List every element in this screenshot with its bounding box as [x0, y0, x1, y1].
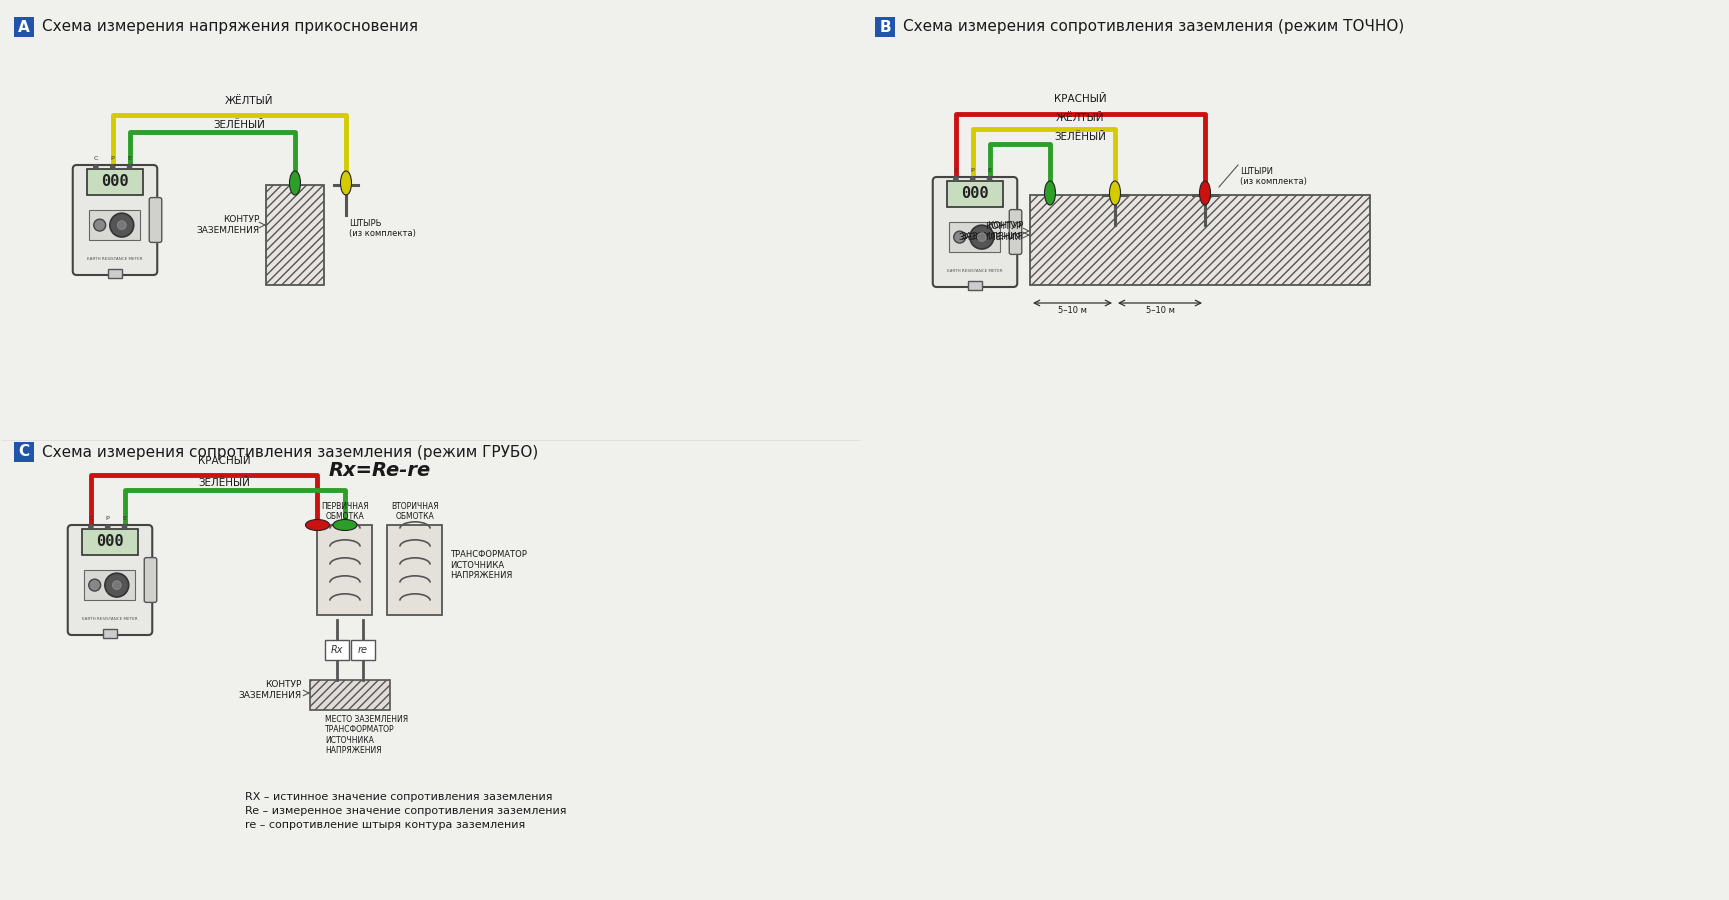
Bar [325, 640, 349, 660]
Ellipse shape [306, 519, 330, 530]
Text: E: E [123, 516, 126, 521]
Text: ЖЁЛТЫЙ: ЖЁЛТЫЙ [1056, 113, 1105, 123]
Text: EARTH RESISTANCE METER: EARTH RESISTANCE METER [86, 256, 144, 261]
FancyBboxPatch shape [149, 198, 163, 242]
Text: 5–10 м: 5–10 м [1146, 306, 1174, 315]
Text: 000: 000 [100, 175, 130, 189]
Text: ШТЫРЬ
(из комплекта): ШТЫРЬ (из комплекта) [349, 219, 417, 238]
Text: P: P [105, 516, 109, 521]
Text: Rx: Rx [330, 645, 344, 655]
Circle shape [105, 525, 111, 529]
Ellipse shape [1110, 181, 1120, 205]
Circle shape [954, 231, 967, 243]
Circle shape [970, 225, 994, 249]
Bar [109, 269, 121, 278]
Bar [318, 525, 372, 615]
Circle shape [112, 580, 121, 590]
Text: P: P [111, 156, 114, 161]
Text: ВТОРИЧНАЯ
ОБМОТКА: ВТОРИЧНАЯ ОБМОТКА [391, 501, 439, 521]
Text: C: C [88, 516, 93, 521]
Circle shape [88, 580, 100, 591]
Text: re – сопротивление штыря контура заземления: re – сопротивление штыря контура заземле… [246, 820, 526, 830]
Bar [949, 221, 1001, 252]
Text: Rx=Re-re: Rx=Re-re [329, 461, 431, 480]
FancyBboxPatch shape [932, 177, 1017, 287]
Text: КОНТУР
ЗАЗЕМЛЕНИЯ: КОНТУР ЗАЗЕМЛЕНИЯ [239, 680, 303, 699]
Text: ЗЕЛЁНЫЙ: ЗЕЛЁНЫЙ [213, 120, 265, 130]
Bar [1030, 195, 1369, 285]
Text: A: A [17, 20, 29, 34]
Text: МЕСТО ЗАЗЕМЛЕНИЯ
ТРАНСФОРМАТОР
ИСТОЧНИКА
НАПРЯЖЕНИЯ: МЕСТО ЗАЗЕМЛЕНИЯ ТРАНСФОРМАТОР ИСТОЧНИКА… [325, 715, 408, 755]
Text: E: E [987, 168, 992, 173]
FancyBboxPatch shape [73, 165, 157, 275]
Text: ЖЁЛТЫЙ: ЖЁЛТЫЙ [225, 96, 273, 106]
FancyBboxPatch shape [144, 558, 157, 602]
Bar [309, 680, 391, 710]
Text: C: C [19, 445, 29, 460]
Text: EARTH RESISTANCE METER: EARTH RESISTANCE METER [947, 269, 1003, 273]
Circle shape [88, 525, 93, 529]
Ellipse shape [289, 171, 301, 195]
Text: 000: 000 [961, 186, 989, 202]
Bar [104, 629, 118, 638]
Text: ПЕРВИЧНАЯ
ОБМОТКА: ПЕРВИЧНАЯ ОБМОТКА [322, 501, 368, 521]
Bar [90, 210, 140, 240]
Circle shape [111, 165, 114, 169]
Text: Схема измерения сопротивления заземления (режим ТОЧНО): Схема измерения сопротивления заземления… [903, 20, 1404, 34]
Circle shape [123, 525, 126, 529]
Bar [83, 529, 138, 554]
Text: ТРАНСФОРМАТОР
ИСТОЧНИКА
НАПРЯЖЕНИЯ: ТРАНСФОРМАТОР ИСТОЧНИКА НАПРЯЖЕНИЯ [451, 550, 527, 580]
Circle shape [954, 176, 958, 181]
Circle shape [118, 220, 126, 230]
Circle shape [128, 165, 131, 169]
Circle shape [93, 219, 105, 231]
FancyBboxPatch shape [1010, 210, 1022, 255]
Ellipse shape [334, 519, 356, 530]
Text: КРАСНЫЙ: КРАСНЫЙ [1055, 94, 1107, 104]
Bar [88, 169, 142, 194]
Text: C: C [93, 156, 99, 161]
Text: КОНТУР
ЗАЗЕМЛЕНИЯ: КОНТУР ЗАЗЕМЛЕНИЯ [197, 215, 259, 235]
Text: 000: 000 [97, 535, 124, 549]
FancyBboxPatch shape [14, 442, 35, 462]
Text: ЗЕЛЁНЫЙ: ЗЕЛЁНЫЙ [1055, 132, 1107, 142]
Text: RX – истинное значение сопротивления заземления: RX – истинное значение сопротивления заз… [246, 792, 553, 802]
FancyBboxPatch shape [875, 17, 896, 37]
Text: E: E [128, 156, 131, 161]
Text: Схема измерения сопротивления заземления (режим ГРУБО): Схема измерения сопротивления заземления… [41, 445, 538, 460]
Text: C: C [954, 168, 958, 173]
Circle shape [93, 165, 99, 169]
Text: КРАСНЫЙ: КРАСНЫЙ [197, 456, 251, 466]
Circle shape [987, 176, 992, 181]
Ellipse shape [341, 171, 351, 195]
Circle shape [105, 573, 128, 597]
Text: re: re [358, 645, 368, 655]
Bar [351, 640, 375, 660]
Text: EARTH RESISTANCE METER: EARTH RESISTANCE METER [83, 616, 138, 621]
Bar [266, 185, 323, 285]
Bar [387, 525, 443, 615]
Bar [947, 181, 1003, 206]
Text: B: B [878, 20, 890, 34]
Bar [968, 282, 982, 290]
Text: Re – измеренное значение сопротивления заземления: Re – измеренное значение сопротивления з… [246, 806, 567, 816]
Ellipse shape [1044, 181, 1055, 205]
Circle shape [977, 233, 986, 241]
Text: ШТЫРИ
(из комплекта): ШТЫРИ (из комплекта) [1240, 167, 1307, 186]
FancyBboxPatch shape [67, 525, 152, 635]
Text: P: P [970, 168, 975, 173]
Circle shape [111, 213, 133, 237]
Text: Схема измерения напряжения прикосновения: Схема измерения напряжения прикосновения [41, 20, 418, 34]
Text: ЗЕЛЁНЫЙ: ЗЕЛЁНЫЙ [199, 478, 251, 488]
Ellipse shape [1200, 181, 1210, 205]
Bar [85, 570, 135, 600]
Text: КОНТУР
ЗАЗЕМЛЕНИЯ: КОНТУР ЗАЗЕМЛЕНИЯ [961, 221, 1024, 240]
Text: 5–10 м: 5–10 м [1058, 306, 1088, 315]
Circle shape [970, 176, 975, 181]
Text: КОНТУР
ЗАЗЕМЛЕНИЯ: КОНТУР ЗАЗЕМЛЕНИЯ [960, 222, 1022, 242]
FancyBboxPatch shape [14, 17, 35, 37]
